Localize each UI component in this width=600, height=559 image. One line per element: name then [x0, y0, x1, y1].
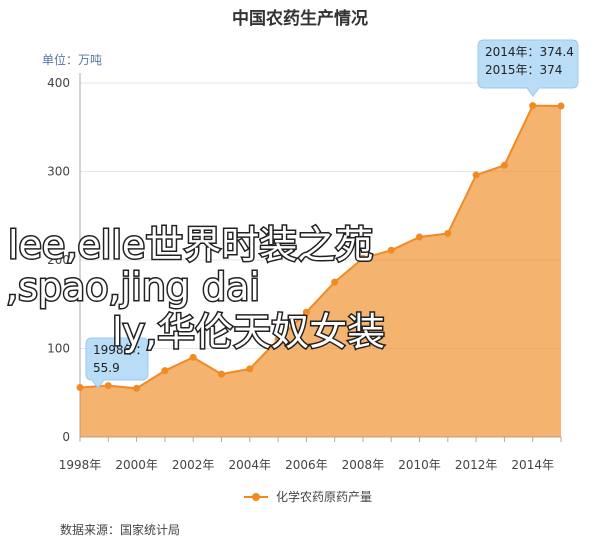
chart-title: 中国农药生产情况: [232, 8, 368, 29]
point: [359, 254, 367, 262]
point: [189, 353, 197, 361]
x-tick-label: 2012年: [455, 458, 498, 472]
point: [133, 384, 141, 392]
point: [104, 382, 112, 390]
y-tick-label: 200: [47, 253, 70, 267]
y-tick-label: 400: [47, 76, 70, 90]
tooltip-text: 55.9: [93, 361, 120, 375]
x-tick-label: 2006年: [285, 458, 328, 472]
point: [161, 367, 169, 375]
point: [557, 102, 565, 110]
x-tick-label: 2004年: [228, 458, 271, 472]
point: [416, 233, 424, 241]
overlay-text: ly,华伦天奴女装: [112, 310, 385, 354]
point: [500, 161, 508, 169]
x-tick-label: 2014年: [511, 458, 554, 472]
y-tick-label: 100: [47, 342, 70, 356]
point: [472, 171, 480, 179]
point: [529, 102, 537, 110]
point: [331, 278, 339, 286]
point: [387, 246, 395, 254]
x-tick-label: 2002年: [172, 458, 215, 472]
point: [76, 384, 84, 392]
unit-label: 单位：万吨: [42, 52, 102, 67]
overlay-text: lee,elle世界时装之苑: [8, 223, 373, 267]
tooltip: [85, 337, 149, 389]
y-tick-label: 0: [62, 430, 70, 444]
point: [302, 308, 310, 316]
source: 数据来源：国家统计局: [60, 522, 180, 537]
point: [444, 229, 452, 237]
line: [79, 104, 562, 390]
tooltip: [477, 39, 579, 97]
point: [274, 336, 282, 344]
point: [217, 370, 225, 378]
legend-marker: [252, 493, 260, 501]
tooltip-text: 2015年：374: [485, 63, 562, 77]
y-tick-label: 300: [47, 165, 70, 179]
tooltip-text: 1998年：: [93, 343, 148, 357]
x-tick-label: 2010年: [398, 458, 441, 472]
legend-label: 化学农药原药产量: [276, 489, 372, 504]
area: [80, 105, 561, 437]
point: [246, 365, 254, 373]
x-tick-label: 2008年: [342, 458, 385, 472]
overlay-text: ,spao,jing dai: [6, 265, 260, 309]
x-tick-label: 2000年: [115, 458, 158, 472]
tooltip-text: 2014年：374.4: [485, 45, 574, 59]
x-tick-label: 1998年: [59, 458, 102, 472]
